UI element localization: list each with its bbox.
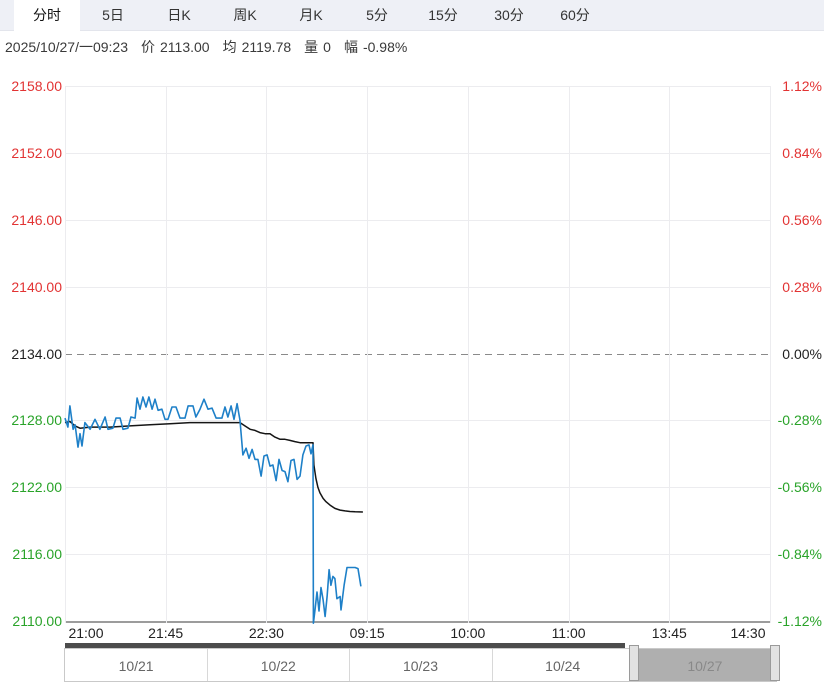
price-tick-2158.00: 2158.00 xyxy=(11,78,62,94)
pct-tick-0.56%: 0.56% xyxy=(782,211,822,228)
pct-tick-0.28%: 0.28% xyxy=(782,278,822,295)
navigator-handle-left[interactable] xyxy=(628,645,639,681)
tab-5日[interactable]: 5日 xyxy=(102,7,124,23)
time-gridline-22:30 xyxy=(266,86,268,623)
quote-average: 均 2119.78 xyxy=(222,38,292,55)
tab-60分[interactable]: 60分 xyxy=(560,7,590,23)
time-gridline-13:45 xyxy=(669,86,671,623)
time-label-21:00: 21:00 xyxy=(68,625,104,641)
gridline-2158 xyxy=(65,86,770,87)
tab-月K[interactable]: 月K xyxy=(299,7,323,23)
price-tick-2152.00: 2152.00 xyxy=(11,144,62,161)
price-tick-2116.00: 2116.00 xyxy=(12,546,62,563)
period-tabbar: 分时 5日 日K 周K 月K 5分 15分 30分 60分 xyxy=(0,0,824,31)
pct-tick-0.84%: 0.84% xyxy=(782,144,822,161)
time-label-13:45: 13:45 xyxy=(651,625,687,641)
time-gridline-14:30 xyxy=(770,86,771,623)
pct-tick--0.84%: -0.84% xyxy=(777,546,822,563)
time-label-09:15: 09:15 xyxy=(349,625,385,641)
tab-15分[interactable]: 15分 xyxy=(428,7,458,23)
pct-tick-0.00%: 0.00% xyxy=(782,345,822,362)
gridline-2146 xyxy=(65,219,770,221)
tab-30分[interactable]: 30分 xyxy=(494,7,524,23)
time-label-22:30: 22:30 xyxy=(248,625,284,641)
tab-分时[interactable]: 分时 xyxy=(14,0,80,31)
price-tick-2134.00: 2134.00 xyxy=(11,345,62,362)
tab-周K[interactable]: 周K xyxy=(233,7,257,23)
navigator-selection[interactable] xyxy=(633,649,776,681)
quote-price: 价 2113.00 xyxy=(141,38,210,55)
time-gridline-11:00 xyxy=(568,86,570,623)
price-tick-2122.00: 2122.00 xyxy=(11,479,62,496)
pct-tick--0.28%: -0.28% xyxy=(777,412,822,429)
quote-datetime: 2025/10/27/一09:23 xyxy=(5,38,128,55)
pct-tick--1.12%: -1.12% xyxy=(777,613,822,629)
gridline-2122 xyxy=(65,487,770,489)
gridline-2128 xyxy=(65,420,770,422)
gridline-2116 xyxy=(65,554,770,556)
quote-change: 幅 -0.98% xyxy=(343,38,408,55)
gridline-2140 xyxy=(65,286,770,288)
pct-tick-1.12%: 1.12% xyxy=(782,78,822,94)
price-tick-2128.00: 2128.00 xyxy=(11,412,62,429)
quote-info-bar: 2025/10/27/一09:23 价 2113.00 均 2119.78 量 0 幅 -0.9… xyxy=(0,31,824,62)
navigator-handle-right[interactable] xyxy=(770,645,780,681)
tab-日K[interactable]: 日K xyxy=(167,7,191,23)
tab-5分[interactable]: 5分 xyxy=(366,7,388,23)
time-label-21:45: 21:45 xyxy=(148,625,184,641)
gridline-2110 xyxy=(65,621,770,623)
time-gridline-10:00 xyxy=(467,86,469,623)
time-gridline-21:45 xyxy=(165,86,167,623)
time-label-14:30: 14:30 xyxy=(730,625,766,641)
average-price-line xyxy=(64,420,363,513)
pct-tick--0.56%: -0.56% xyxy=(777,479,822,496)
time-gridline-21:00 xyxy=(65,86,66,623)
price-line xyxy=(64,396,362,625)
chart-scrollbar-thumb[interactable] xyxy=(65,643,625,649)
time-label-11:00: 11:00 xyxy=(551,625,586,641)
price-tick-2146.00: 2146.00 xyxy=(11,211,62,228)
price-tick-2140.00: 2140.00 xyxy=(11,278,62,295)
price-tick-2110.00: 2110.00 xyxy=(12,613,62,629)
time-gridline-09:15 xyxy=(367,86,369,623)
time-label-10:00: 10:00 xyxy=(450,625,486,641)
gridline-2134 xyxy=(65,353,770,355)
gridline-2152 xyxy=(65,152,770,154)
